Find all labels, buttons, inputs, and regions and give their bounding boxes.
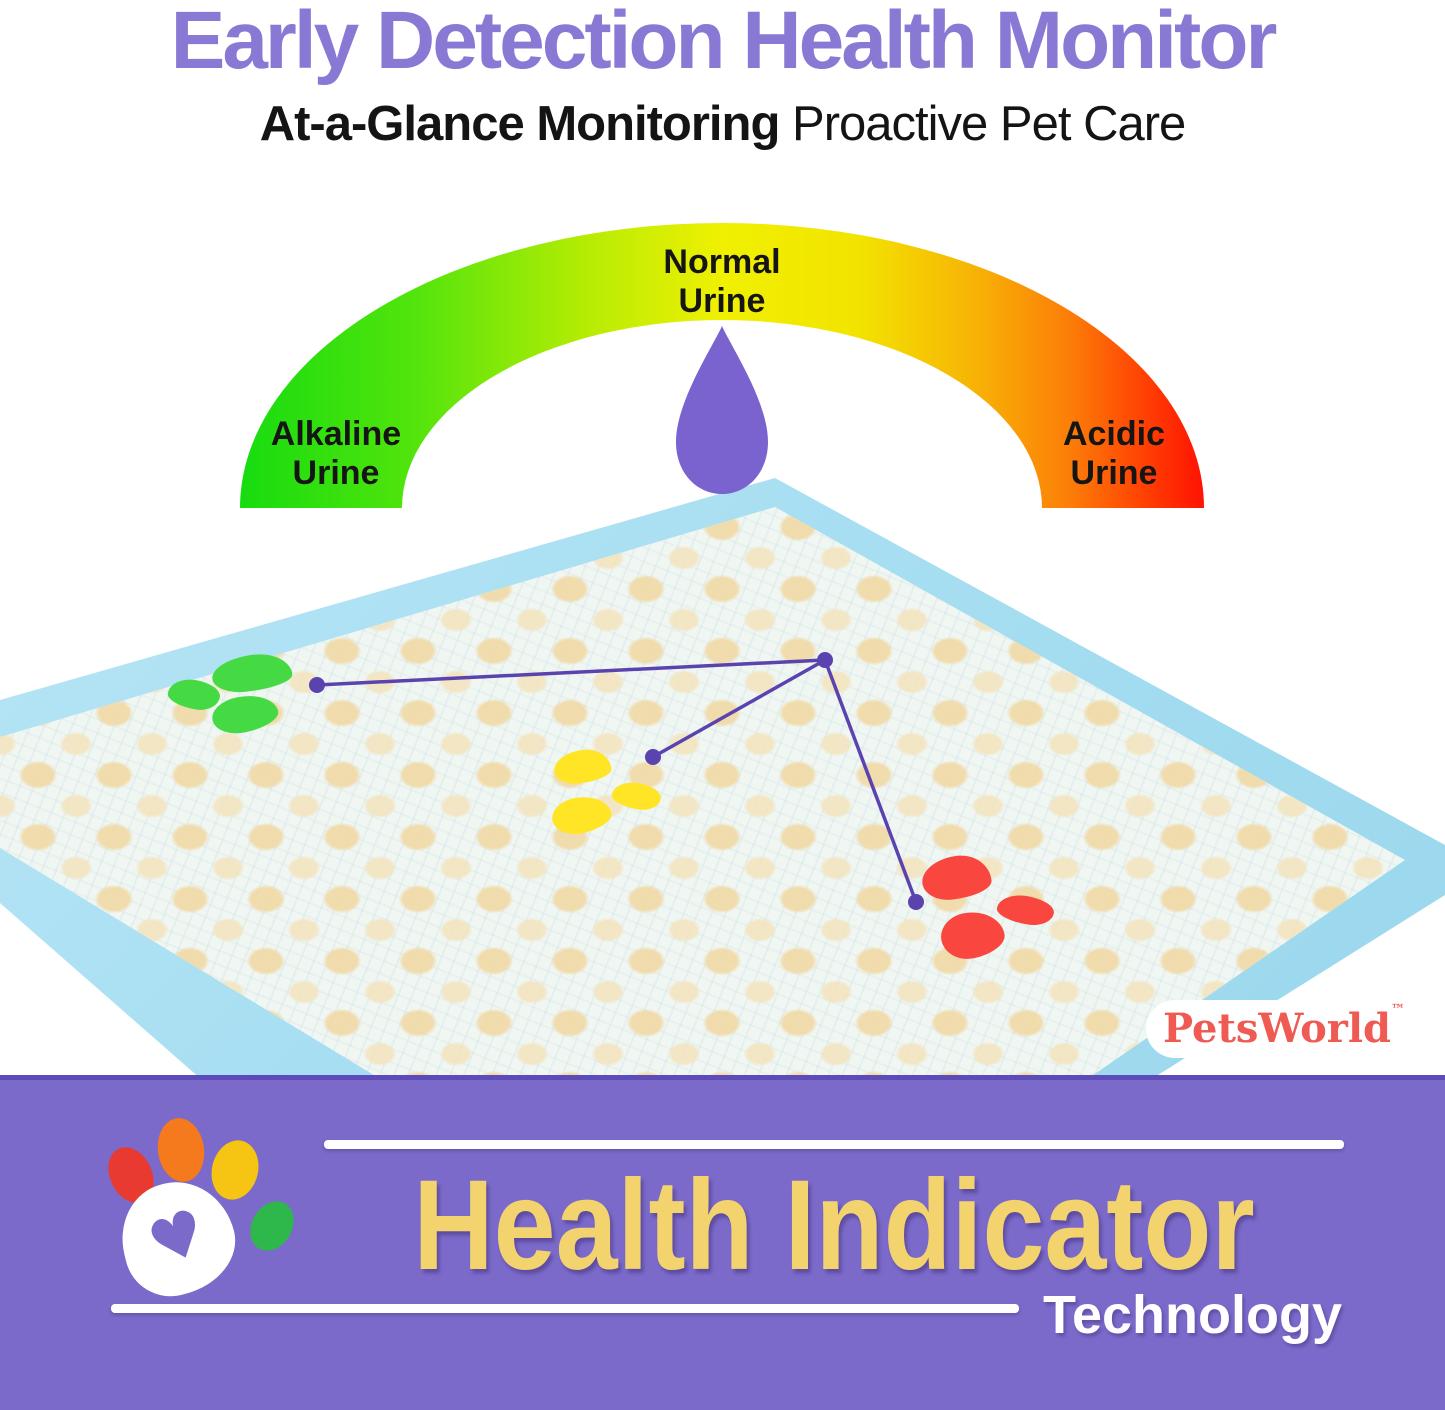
footer-subtitle: Technology xyxy=(1042,1285,1342,1345)
page-title: Early Detection Health Monitor xyxy=(170,0,1278,86)
petsworld-logo: PetsWorld™ xyxy=(1146,1000,1422,1058)
petsworld-logo-text: PetsWorld™ xyxy=(1163,1003,1405,1049)
page-subtitle: At-a-Glance Monitoring Proactive Pet Car… xyxy=(0,96,1445,152)
gauge-label-acidic: Acidic Urine xyxy=(1014,412,1214,490)
gauge-label-normal-line2: Urine xyxy=(678,282,766,320)
trademark-symbol: ™ xyxy=(1391,1002,1406,1018)
footer-banner: ♥ Health Indicator Technology xyxy=(0,1075,1445,1410)
heart-icon: ♥ xyxy=(138,1193,218,1282)
subtitle-regular-text: Proactive Pet Care xyxy=(779,97,1186,151)
urine-drop-icon xyxy=(676,326,768,494)
gauge-label-acidic-line2: Urine xyxy=(1070,454,1158,492)
paw-toe-yellow-icon xyxy=(205,1135,265,1205)
footer-divider-bottom xyxy=(111,1304,1019,1313)
gauge-label-acidic-line1: Acidic xyxy=(1062,415,1166,453)
subtitle-bold-text: At-a-Glance Monitoring xyxy=(259,97,781,151)
paw-toe-orange-icon xyxy=(153,1115,209,1185)
gauge-label-alkaline-line2: Urine xyxy=(292,454,380,492)
gauge-label-alkaline-line1: Alkaline xyxy=(270,415,402,453)
paw-toe-green-icon xyxy=(241,1193,303,1259)
gauge-label-normal-line1: Normal xyxy=(663,243,781,281)
gauge-label-alkaline: Alkaline Urine xyxy=(236,412,436,490)
paw-logo-icon: ♥ xyxy=(99,1115,303,1306)
footer-title: Health Indicator xyxy=(413,1154,1255,1297)
gauge-label-normal: Normal Urine xyxy=(622,240,822,318)
footer-divider-top xyxy=(324,1140,1344,1149)
petsworld-wordmark: PetsWorld xyxy=(1162,1005,1392,1052)
